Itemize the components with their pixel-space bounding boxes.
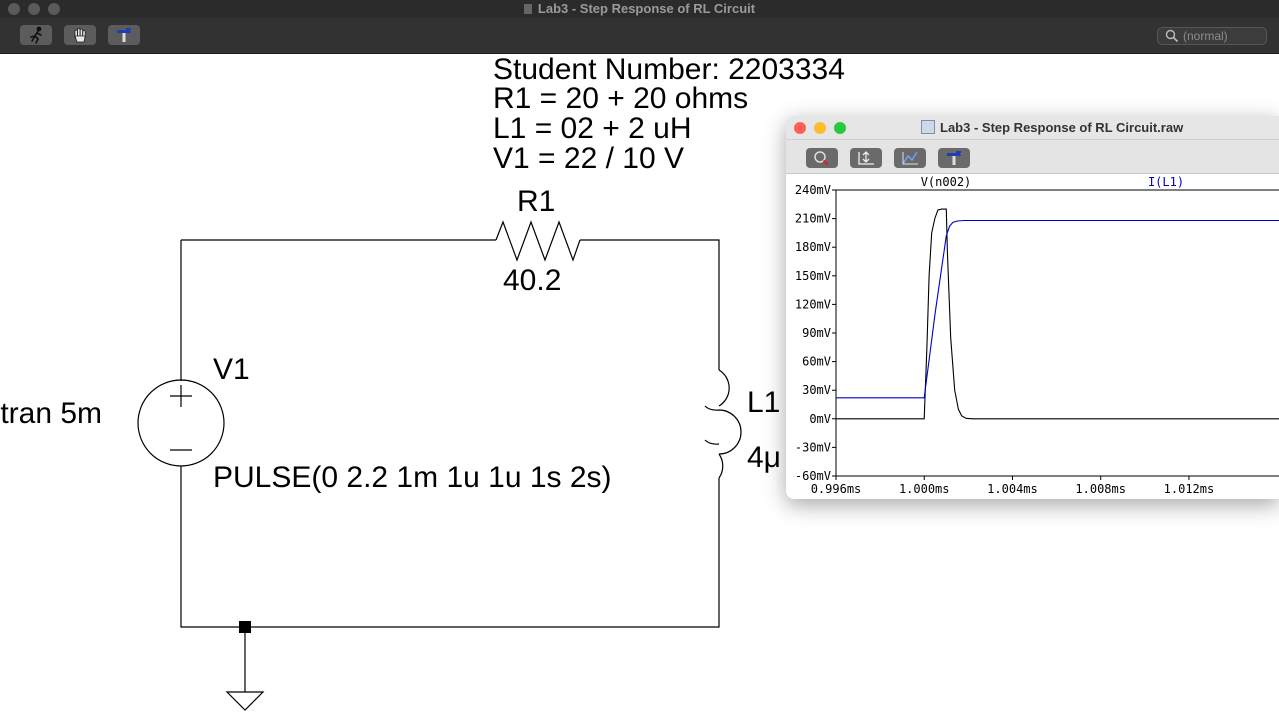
waveform-settings-button[interactable] — [938, 148, 970, 168]
waveform-window: Lab3 - Step Response of RL Circuit.raw — [786, 116, 1279, 499]
waveform-file-icon — [921, 120, 935, 134]
schematic-canvas[interactable]: Student Number: 2203334 R1 = 20 + 20 ohm… — [0, 54, 1279, 719]
close-window-button[interactable] — [8, 3, 20, 15]
y-tick-label: -30mV — [795, 440, 831, 454]
autoscale-button[interactable] — [850, 148, 882, 168]
legend-vn002: V(n002) — [921, 175, 972, 189]
waveform-plot-area[interactable]: 240mV 210mV 180mV 150mV 120mV 90mV 60mV 30mV 0mV… — [786, 174, 1279, 499]
x-tick-label: 1.012ms — [1164, 482, 1215, 496]
r1-value-label[interactable]: 40.2 — [503, 264, 562, 297]
y-tick-label: 180mV — [795, 240, 831, 254]
y-tick-label: -60mV — [795, 469, 831, 483]
comment-v1-formula[interactable]: V1 = 22 / 10 V — [493, 142, 684, 175]
y-tick-label: 0mV — [809, 412, 831, 426]
plot-frame — [835, 189, 1279, 477]
v1-value-label[interactable]: PULSE(0 2.2 1m 1u 1u 1s 2s) — [213, 461, 612, 494]
zoom-icon — [814, 151, 829, 166]
comment-r1-formula[interactable]: R1 = 20 + 20 ohms — [493, 82, 749, 115]
x-tick-label: 1.004ms — [987, 482, 1038, 496]
cursor-icon — [902, 151, 918, 165]
y-tick-label: 150mV — [795, 269, 831, 283]
pan-button[interactable] — [64, 25, 96, 45]
wire-top-right — [580, 239, 720, 370]
waveform-window-title: Lab3 - Step Response of RL Circuit.raw — [921, 116, 1183, 140]
trace-il1 — [836, 219, 1279, 399]
comment-l1-formula[interactable]: L1 = 02 + 2 uH — [493, 112, 692, 145]
schematic-wires — [137, 220, 742, 711]
hammer-icon — [947, 151, 961, 165]
minimize-window-button[interactable] — [28, 3, 40, 15]
resistor-r1-symbol — [495, 220, 581, 262]
waveform-zoom-button[interactable] — [834, 122, 846, 134]
zoom-window-button[interactable] — [48, 3, 60, 15]
run-button[interactable] — [20, 25, 52, 45]
v1-name-label[interactable]: V1 — [213, 353, 250, 386]
x-tick-label: 0.996ms — [811, 482, 862, 496]
waveform-toolbar — [786, 140, 1279, 174]
wire-bottom — [180, 466, 720, 628]
legend-il1: I(L1) — [1148, 175, 1184, 189]
waveform-titlebar: Lab3 - Step Response of RL Circuit.raw — [786, 116, 1279, 140]
search-field[interactable]: (normal) — [1157, 27, 1267, 45]
waveform-chart[interactable]: 240mV 210mV 180mV 150mV 120mV 90mV 60mV 30mV 0mV… — [786, 174, 1279, 499]
ground-node — [239, 621, 251, 633]
voltage-source-v1-symbol — [137, 379, 225, 467]
y-tick-label: 240mV — [795, 183, 831, 197]
l1-name-label[interactable]: L1 — [747, 386, 781, 419]
autoscale-icon — [858, 151, 874, 165]
tran-directive[interactable]: .tran 5m — [0, 397, 103, 430]
run-icon — [30, 26, 42, 44]
search-placeholder: (normal) — [1183, 29, 1228, 43]
y-tick-label: 90mV — [802, 326, 831, 340]
y-tick-label: 120mV — [795, 297, 831, 311]
window-title: Lab3 - Step Response of RL Circuit — [0, 0, 1279, 18]
y-tick-label: 30mV — [802, 383, 831, 397]
window-titlebar: Lab3 - Step Response of RL Circuit — [0, 0, 1279, 18]
x-tick-label: 1.000ms — [899, 482, 950, 496]
y-tick-label: 210mV — [795, 212, 831, 226]
main-toolbar: (normal) — [0, 18, 1279, 54]
r1-name-label[interactable]: R1 — [517, 185, 556, 218]
plus-sign — [170, 385, 192, 407]
hammer-icon — [117, 28, 131, 42]
cursor-button[interactable] — [894, 148, 926, 168]
document-icon — [523, 4, 532, 14]
ground-symbol — [225, 691, 265, 711]
x-tick-label: 1.008ms — [1075, 482, 1126, 496]
waveform-close-button[interactable] — [794, 122, 806, 134]
waveform-minimize-button[interactable] — [814, 122, 826, 134]
search-icon — [1165, 29, 1179, 43]
l1-value-label[interactable]: 4μ — [747, 441, 781, 474]
comment-student-number[interactable]: Student Number: 2203334 — [493, 54, 845, 86]
settings-button[interactable] — [108, 25, 140, 45]
trace-vn002 — [836, 208, 1279, 420]
zoom-button[interactable] — [806, 148, 838, 168]
hand-icon — [74, 28, 86, 43]
inductor-l1-symbol — [704, 369, 742, 479]
y-tick-label: 60mV — [802, 355, 831, 369]
